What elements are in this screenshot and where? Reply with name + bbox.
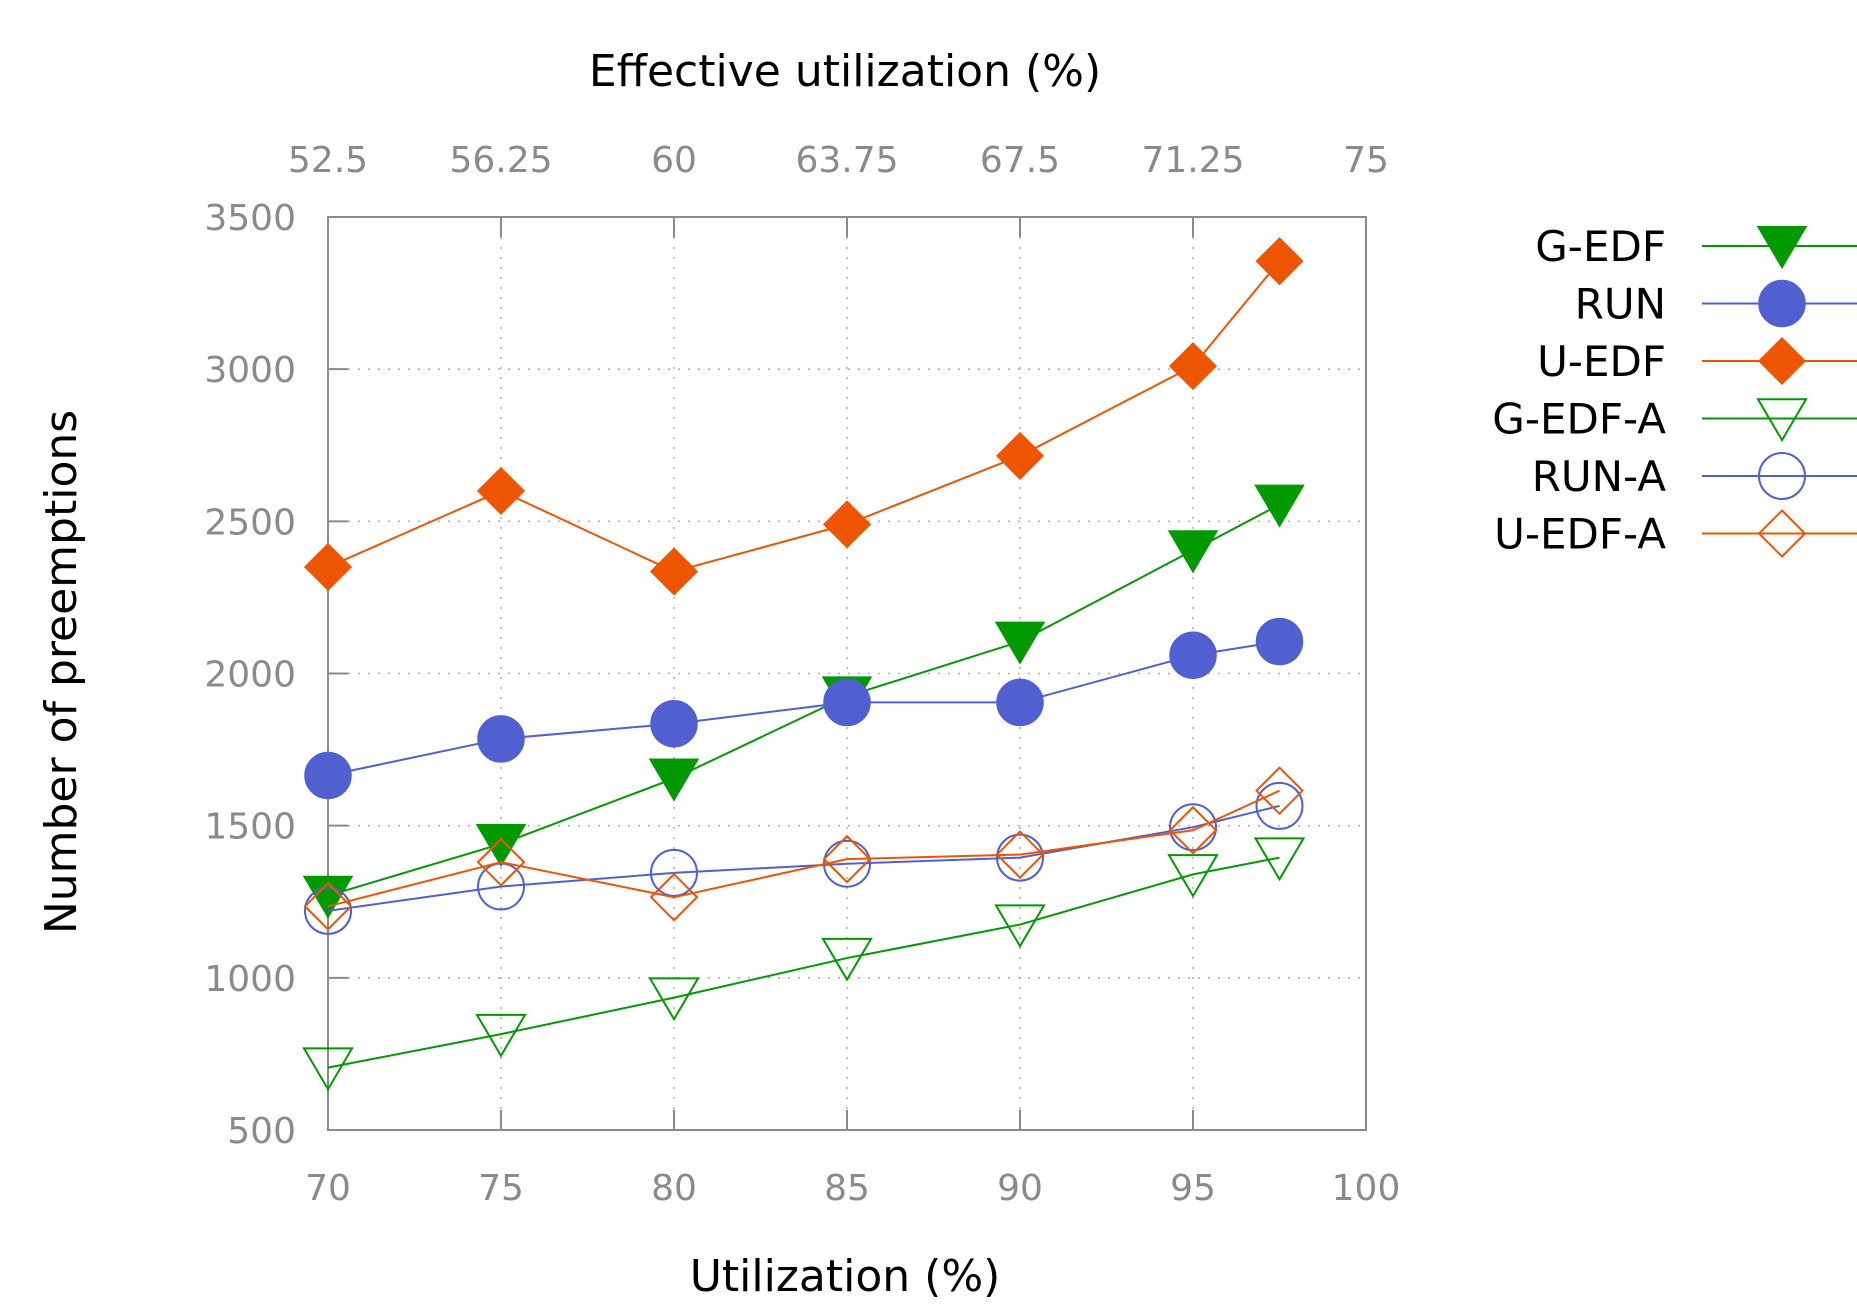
data-point-run — [1255, 617, 1304, 666]
y-axis-title: Number of preemptions — [36, 410, 87, 934]
data-point-u-edf — [1168, 342, 1218, 391]
data-point-g-edf-a — [994, 904, 1046, 949]
data-point-g-edf-a — [648, 977, 700, 1022]
legend-item-g-edf-a: G-EDF-A — [1492, 395, 1857, 444]
y-tick-label: 1000 — [204, 959, 296, 1000]
x-tick-label: 85 — [824, 1168, 870, 1209]
series-g-edf — [302, 484, 1305, 919]
legend-item-g-edf: G-EDF — [1535, 222, 1857, 271]
legend: G-EDF RUN U-EDF G-EDF-A RUN-A U-EDF-A — [1492, 222, 1857, 559]
data-point-run — [823, 678, 871, 727]
data-point-u-edf — [476, 466, 526, 515]
x2-axis-title: Effective utilization (%) — [589, 46, 1101, 97]
data-point-run — [304, 751, 352, 800]
x-tick-label: 75 — [478, 1168, 524, 1209]
x-axis-title: Utilization (%) — [690, 1251, 1001, 1302]
data-point-u-edf — [822, 500, 872, 549]
x2-tick-label: 67.5 — [980, 140, 1060, 181]
series-line-g-edf-a — [327, 856, 1280, 1069]
data-point-u-edf-a — [1168, 805, 1218, 855]
data-point-g-edf — [1167, 530, 1219, 574]
x-tick-label: 100 — [1332, 1168, 1401, 1209]
series-group — [302, 237, 1306, 1092]
series-u-edf — [303, 237, 1304, 596]
y-tick-label: 2500 — [204, 502, 296, 543]
data-point-u-edf-a — [476, 837, 526, 887]
legend-label-g-edf-a: G-EDF-A — [1492, 395, 1666, 444]
x-tick-label: 80 — [651, 1168, 697, 1209]
x-tick-label: 90 — [997, 1168, 1043, 1209]
data-point-g-edf-a — [821, 937, 873, 982]
y-tick-label: 1500 — [204, 807, 296, 848]
x2-tick-label: 52.5 — [288, 140, 368, 181]
data-point-u-edf — [995, 431, 1045, 480]
data-point-run-a — [650, 848, 698, 897]
y-tick-label: 500 — [227, 1111, 296, 1152]
series-g-edf-a — [302, 837, 1306, 1092]
legend-item-u-edf-a: U-EDF-A — [1494, 509, 1857, 559]
legend-marker-run — [1758, 279, 1806, 328]
x2-tick-label: 60 — [651, 140, 697, 181]
y-tick-label: 2000 — [204, 655, 296, 696]
data-point-u-edf — [649, 547, 699, 596]
x-tick-label: 95 — [1170, 1168, 1216, 1209]
legend-marker-g-edf — [1756, 226, 1808, 270]
data-point-u-edf — [303, 542, 353, 592]
data-point-u-edf-a — [995, 830, 1045, 879]
data-point-g-edf — [302, 875, 354, 919]
data-point-g-edf — [648, 758, 700, 802]
series-u-edf-a — [303, 766, 1304, 931]
legend-item-run: RUN — [1575, 280, 1857, 329]
series-line-run — [327, 640, 1280, 777]
data-point-u-edf-a — [1255, 766, 1304, 816]
data-point-g-edf-a — [475, 1013, 527, 1058]
y-tick-label: 3500 — [204, 198, 296, 239]
legend-marker-u-edf — [1757, 336, 1807, 386]
data-point-u-edf — [1255, 237, 1304, 286]
series-line-u-edf-a — [327, 789, 1280, 908]
data-point-run-a — [304, 886, 352, 935]
data-point-u-edf-a — [822, 834, 872, 884]
x-tick-label: 70 — [305, 1168, 351, 1209]
data-point-run-a — [477, 862, 525, 911]
data-point-run — [1169, 631, 1217, 679]
data-point-g-edf-a — [1167, 854, 1219, 898]
data-point-g-edf — [1254, 484, 1305, 528]
legend-marker-run-a — [1758, 452, 1806, 500]
legend-marker-u-edf-a — [1757, 509, 1807, 558]
x2-tick-label: 75 — [1343, 140, 1389, 181]
y-tick-label: 3000 — [204, 350, 296, 391]
axis-ticks: 70 52.5 75 56.25 80 60 85 63.75 90 67.5 95 71.25 100… — [204, 140, 1400, 1209]
legend-label-run-a: RUN-A — [1532, 452, 1667, 501]
data-point-run — [650, 699, 698, 748]
legend-marker-g-edf-a — [1756, 398, 1808, 443]
legend-item-u-edf: U-EDF — [1537, 336, 1857, 386]
data-point-run — [477, 715, 525, 763]
legend-label-run: RUN — [1575, 280, 1666, 329]
x2-tick-label: 56.25 — [449, 140, 552, 181]
x2-tick-label: 71.25 — [1141, 140, 1244, 181]
data-point-u-edf-a — [303, 881, 353, 931]
legend-label-u-edf: U-EDF — [1537, 337, 1666, 386]
series-line-run-a — [327, 804, 1280, 912]
data-point-g-edf-a — [1253, 837, 1306, 882]
data-point-u-edf-a — [649, 872, 699, 922]
data-point-g-edf-a — [302, 1047, 354, 1092]
legend-item-run-a: RUN-A — [1532, 452, 1857, 501]
legend-label-u-edf-a: U-EDF-A — [1494, 510, 1666, 559]
series-line-u-edf — [327, 260, 1281, 573]
data-point-run-a — [1169, 803, 1217, 852]
data-point-g-edf — [475, 823, 527, 868]
data-point-run — [996, 678, 1044, 727]
series-run — [304, 617, 1304, 800]
plot-frame — [327, 216, 1367, 1131]
grid — [328, 217, 1366, 1130]
legend-label-g-edf: G-EDF — [1535, 222, 1666, 271]
data-point-run-a — [996, 833, 1044, 882]
data-point-run-a — [1255, 781, 1304, 830]
x2-tick-label: 63.75 — [795, 140, 898, 181]
data-point-g-edf — [994, 621, 1046, 665]
